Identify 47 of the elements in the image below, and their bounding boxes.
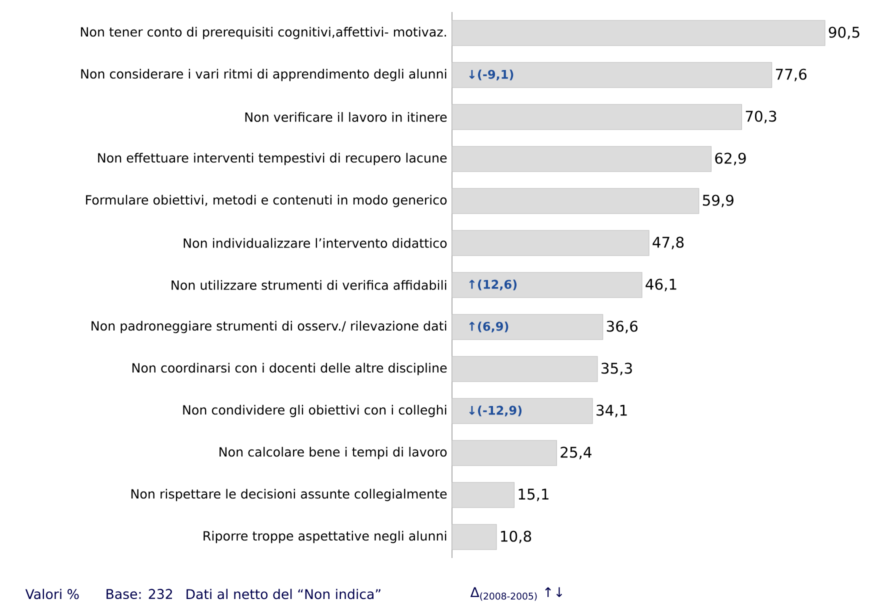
bar [452,482,515,508]
y-tick-label: Non utilizzare strumenti di verifica affidabili [172,280,446,290]
data-label: 10,8 [501,530,532,544]
text: Base: 232 [106,588,172,600]
annotation: ↑(6,9) [469,322,508,332]
bar [452,356,598,382]
y-tick-label: Non padroneggiare strumenti di osserv./ rilevazione dati [92,320,446,334]
y-tick-label: Non verificare il lavoro in itinere [245,112,447,122]
y-tick-label: Non rispettare le decisioni assunte collegialmente [131,488,447,502]
y-tick-label: Non tener conto di prerequisiti cognitivi,affettivi- motivaz. [80,26,446,40]
y-tick-label: Non calcolare bene i tempi di lavoro [220,446,447,460]
data-label: 47,8 [652,236,684,250]
text: Dati al netto del “Non indica” [186,588,380,600]
bar [452,146,712,172]
y-tick-label: Non coordinarsi con i docenti delle altre discipline [132,362,447,376]
text: Δ$_{(2008-2005)}$ ↑↓ [470,587,562,601]
y-tick-label: Non condividere gli obiettivi con i colleghi [183,404,446,418]
y-tick-label: Riporre troppe aspettative negli alunni [204,530,446,544]
data-label: 35,3 [602,362,632,376]
data-label: 36,6 [606,320,638,334]
annotation: ↓(-9,1) [469,70,514,80]
bar [452,62,772,88]
data-label: 34,1 [596,404,627,418]
bar [452,398,593,424]
annotation: ↓(-12,9) [469,406,522,416]
bar [452,272,642,298]
y-tick-label: Formulare obiettivi, metodi e contenuti in modo generico [86,194,447,208]
y-tick-label: Non considerare i vari ritmi di apprendimento degli alunni [81,68,446,82]
annotation: ↑(12,6) [469,280,517,290]
data-label: 25,4 [560,446,592,460]
text: Valori % [25,588,79,600]
bar [452,104,742,130]
bar [452,314,604,340]
y-tick-label: Non effettuare interventi tempestivi di recupero lacune [98,152,447,166]
bar [452,440,557,466]
data-label: 62,9 [715,152,746,166]
bar [452,230,650,256]
bar [452,20,826,46]
data-label: 90,5 [828,26,860,40]
data-label: 15,1 [518,488,548,502]
data-label: 70,3 [746,110,776,124]
y-tick-label: Non individualizzare l’intervento didattico [184,238,447,248]
data-label: 59,9 [702,194,734,208]
data-label: 77,6 [776,68,806,82]
bar [452,188,700,214]
bar [452,524,497,550]
data-label: 46,1 [646,278,676,292]
